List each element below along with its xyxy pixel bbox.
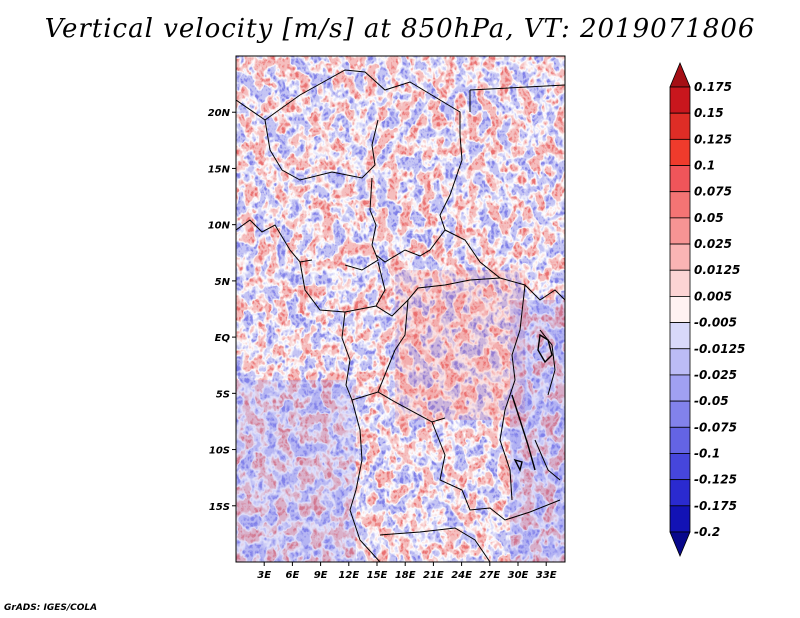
lon-tick-label: 33E bbox=[536, 570, 557, 581]
map-frame bbox=[235, 55, 566, 563]
lon-tick-label: 9E bbox=[314, 570, 328, 581]
lat-tick-label: 5N bbox=[215, 277, 231, 288]
colorbar-label: -0.0125 bbox=[694, 342, 745, 356]
colorbar-label: 0.025 bbox=[694, 237, 732, 251]
colorbar-label: -0.1 bbox=[694, 446, 720, 460]
colorbar-label: -0.125 bbox=[694, 473, 737, 487]
colorbar-label: 0.0125 bbox=[694, 263, 740, 277]
lat-tick-label: 10N bbox=[208, 221, 231, 232]
credit-label: GrADS: IGES/COLA bbox=[4, 603, 98, 613]
country-boundaries bbox=[236, 69, 565, 562]
lon-tick-label: 24E bbox=[451, 570, 472, 581]
colorbar-swatch bbox=[669, 453, 691, 481]
colorbar-swatch bbox=[669, 269, 691, 297]
lon-tick-label: 12E bbox=[338, 570, 359, 581]
colorbar-swatch bbox=[669, 191, 691, 219]
lat-tick-label: 15N bbox=[208, 164, 231, 175]
longitude-axis: 3E 6E 9E 12E 15E 18E 21E 24E 27E 30E 33E bbox=[257, 562, 557, 581]
colorbar-swatch bbox=[669, 505, 691, 533]
colorbar-label: 0.075 bbox=[694, 185, 732, 199]
lon-tick-label: 15E bbox=[367, 570, 388, 581]
colorbar-swatch bbox=[669, 138, 691, 166]
page-title: Vertical velocity [m/s] at 850hPa, VT: 2… bbox=[44, 14, 756, 44]
red-region-central bbox=[395, 270, 525, 420]
lat-tick-label: 10S bbox=[209, 446, 230, 457]
colorbar-swatch bbox=[669, 426, 691, 454]
lon-tick-label: 3E bbox=[257, 570, 271, 581]
colorbar-swatch bbox=[669, 61, 691, 88]
colorbar-label: -0.075 bbox=[694, 420, 737, 434]
colorbar-label: -0.005 bbox=[694, 316, 737, 330]
colorbar-label: -0.05 bbox=[694, 394, 729, 408]
lat-tick-label: 15S bbox=[209, 502, 230, 513]
colorbar-label: 0.175 bbox=[694, 80, 732, 94]
latitude-axis: 20N 15N 10N 5N EQ 5S 10S 15S bbox=[208, 108, 236, 513]
colorbar-swatch bbox=[669, 86, 691, 114]
colorbar-label: 0.1 bbox=[694, 159, 715, 173]
blue-region-east bbox=[510, 300, 565, 562]
colorbar-label: -0.175 bbox=[694, 499, 737, 513]
colorbar-swatch bbox=[669, 296, 691, 323]
colorbar-swatch bbox=[669, 217, 691, 245]
colorbar: 0.175 0.15 0.125 0.1 0.075 0.05 0.025 0.0125 0.0… bbox=[669, 61, 745, 558]
colorbar-label: -0.025 bbox=[694, 368, 737, 382]
colorbar-swatch bbox=[669, 531, 691, 558]
colorbar-swatch bbox=[669, 112, 691, 140]
blue-region-southwest bbox=[236, 380, 356, 562]
lon-tick-label: 6E bbox=[286, 570, 300, 581]
lat-tick-label: 5S bbox=[216, 389, 230, 400]
colorbar-label: 0.125 bbox=[694, 132, 732, 146]
colorbar-swatch bbox=[669, 479, 691, 507]
colorbar-label: 0.005 bbox=[694, 289, 732, 303]
colorbar-swatch bbox=[669, 243, 691, 271]
lon-tick-label: 30E bbox=[508, 570, 529, 581]
lat-tick-label: EQ bbox=[215, 333, 231, 344]
colorbar-swatch bbox=[669, 400, 691, 428]
colorbar-label: 0.15 bbox=[694, 106, 724, 120]
colorbar-swatch bbox=[669, 322, 691, 350]
colorbar-swatch bbox=[669, 374, 691, 402]
lake-outlines bbox=[511, 333, 553, 473]
lon-tick-label: 21E bbox=[423, 570, 444, 581]
colorbar-swatch bbox=[669, 165, 691, 193]
lon-tick-label: 27E bbox=[479, 570, 500, 581]
map-area bbox=[236, 56, 565, 562]
colorbar-label: -0.2 bbox=[694, 525, 720, 539]
lon-tick-label: 18E bbox=[395, 570, 416, 581]
lat-tick-label: 20N bbox=[208, 108, 231, 119]
colorbar-swatch bbox=[669, 348, 691, 376]
colorbar-label: 0.05 bbox=[694, 211, 724, 225]
